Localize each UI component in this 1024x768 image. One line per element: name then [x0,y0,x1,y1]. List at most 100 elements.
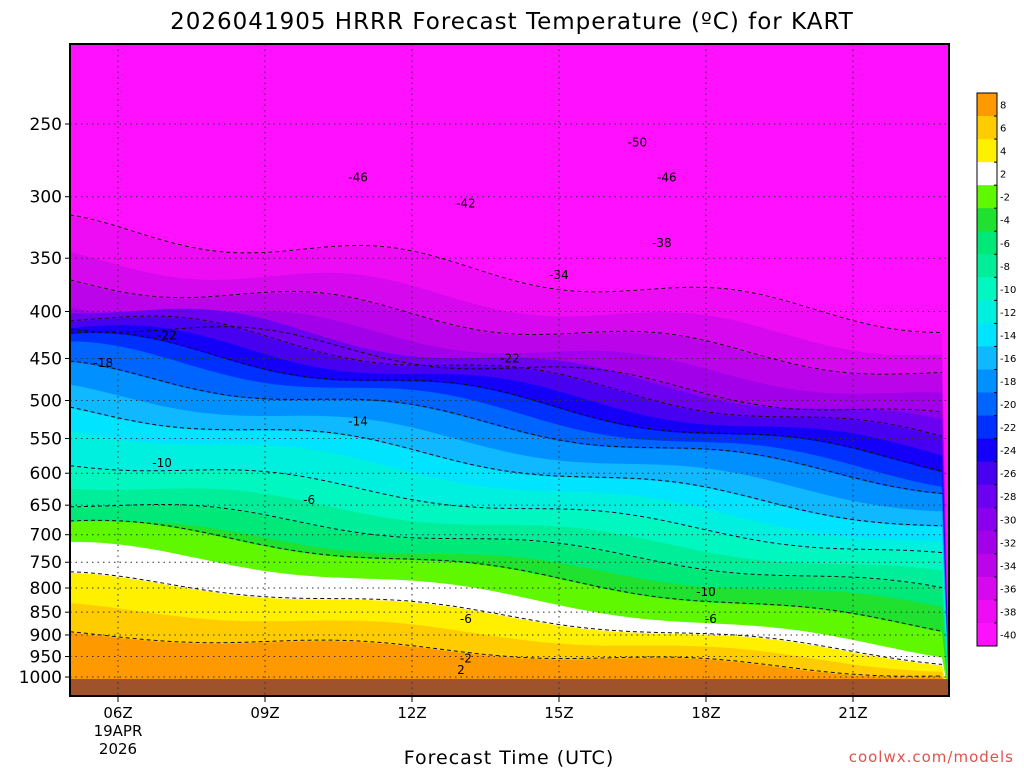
contour-label: -46 [657,171,677,185]
contour-label: -2 [460,652,472,666]
contour-label: -18 [93,356,113,370]
colorbar-swatch [977,392,997,417]
contour-labels: -50 -46 -46 -42 -38 -34 -22 -18 -22 -14 -10 -6 -10 -6… [93,136,716,677]
contour-lines [70,214,943,677]
y-tick-label: 950 [30,648,62,668]
y-tick-label: 450 [30,349,62,369]
colorbar-swatch [977,185,997,209]
x-tick-label: 15Z [544,704,573,722]
colorbar-label: -22 [1000,423,1016,434]
y-tick-label: 300 [30,188,62,208]
colorbar-label: -24 [1000,446,1016,457]
colorbar-label: -16 [1000,354,1016,365]
colorbar-swatch [977,300,997,324]
colorbar-swatch [977,599,997,624]
contour-label: -6 [705,612,717,626]
y-tick-label: 400 [30,302,62,322]
colorbar-swatch [977,93,997,117]
date-label-year: 2026 [99,740,137,758]
colorbar-swatch [977,116,997,140]
isotherm--38 [70,214,943,333]
colorbar-label: -34 [1000,561,1016,572]
colorbar-swatch [977,438,997,463]
isotherm--14 [70,406,943,527]
contour-label: -22 [157,329,177,343]
chart-title: 2026041905 HRRR Forecast Temperature (ºC… [170,9,854,35]
credit-text: coolwx.com/models [849,748,1014,766]
y-tick-label: 1000 [19,668,62,688]
y-tick-label: 900 [30,626,62,646]
colorbar-swatch [977,208,997,232]
contour-label: -10 [696,585,716,599]
colorbar-label: -28 [1000,492,1016,503]
colorbar-label: -38 [1000,607,1016,618]
x-tick-label: 18Z [691,704,720,722]
colorbar-swatch [977,530,997,555]
isotherm--26 [70,315,943,437]
contour-label: -38 [652,236,672,250]
colorbar-legend: 8 6 4 2 -2 -4 -6 -8 -10 -12 -14 -16 -18 -20 -22 -24 -26 -… [976,92,1016,647]
isotherm-8 [70,631,943,677]
colorbar-swatch [977,415,997,440]
contour-label: -46 [348,171,368,185]
y-tick-label: 350 [30,249,62,269]
ground-band [70,678,949,696]
y-tick-label: 850 [30,603,62,623]
isotherm--34 [70,279,943,375]
time-axis: 06Z 09Z 12Z 15Z 18Z 21Z [103,696,868,722]
y-tick-label: 750 [30,553,62,573]
x-tick-label: 12Z [397,704,426,722]
colorbar-swatch [977,576,997,601]
contour-label: -22 [500,351,520,365]
colorbar-swatch [977,507,997,532]
x-axis-label: Forecast Time (UTC) [404,747,614,768]
date-label-day: 19APR [94,722,143,740]
contour-label: -50 [628,136,648,150]
colorbar-label: -30 [1000,515,1016,526]
colorbar-label: 6 [1000,124,1006,135]
colorbar-label: -12 [1000,308,1016,319]
y-tick-label: 700 [30,526,62,546]
colorbar-label: -4 [1000,216,1010,227]
pressure-axis: 250 300 350 400 450 500 550 600 650 700 750 800 850 9… [19,115,70,688]
contour-label: -34 [549,268,569,282]
colorbar-swatch [977,369,997,394]
y-tick-label: 550 [30,430,62,450]
x-tick-label: 09Z [250,704,279,722]
x-tick-label: 06Z [103,704,132,722]
colorbar-swatch [977,231,997,255]
colorbar-label: -2 [1000,193,1010,204]
colorbar-swatch [977,484,997,509]
isotherm--18 [70,360,943,494]
x-tick-label: 21Z [838,704,867,722]
y-tick-label: 800 [30,579,62,599]
isotherm--22 [70,331,943,472]
contour-label: -14 [348,414,368,428]
contour-label: -6 [303,493,315,507]
colorbar-label: -40 [1000,630,1016,641]
isotherm--30 [70,326,943,413]
contour-label: -10 [152,456,172,470]
colorbar-swatch [977,346,997,370]
colorbar-label: -32 [1000,538,1016,549]
colorbar-swatch [977,461,997,486]
y-tick-label: 600 [30,464,62,484]
colorbar-swatch [977,254,997,278]
contour-label: 2 [457,663,465,677]
plot-frame [69,43,950,697]
temperature-fill-bands [70,44,949,696]
colorbar-label: -8 [1000,262,1010,273]
colorbar-label: -18 [1000,377,1016,388]
colorbar-label: 8 [1000,101,1006,112]
colorbar-label: -14 [1000,331,1016,342]
colorbar-swatch [977,139,997,163]
colorbar-label: 4 [1000,147,1006,158]
contour-label: -42 [456,196,476,210]
y-tick-label: 500 [30,392,62,412]
y-tick-label: 650 [30,496,62,516]
colorbar-label: -20 [1000,400,1016,411]
colorbar-swatch [977,553,997,578]
colorbar-swatch [977,622,997,647]
colorbar-label: -10 [1000,285,1016,296]
